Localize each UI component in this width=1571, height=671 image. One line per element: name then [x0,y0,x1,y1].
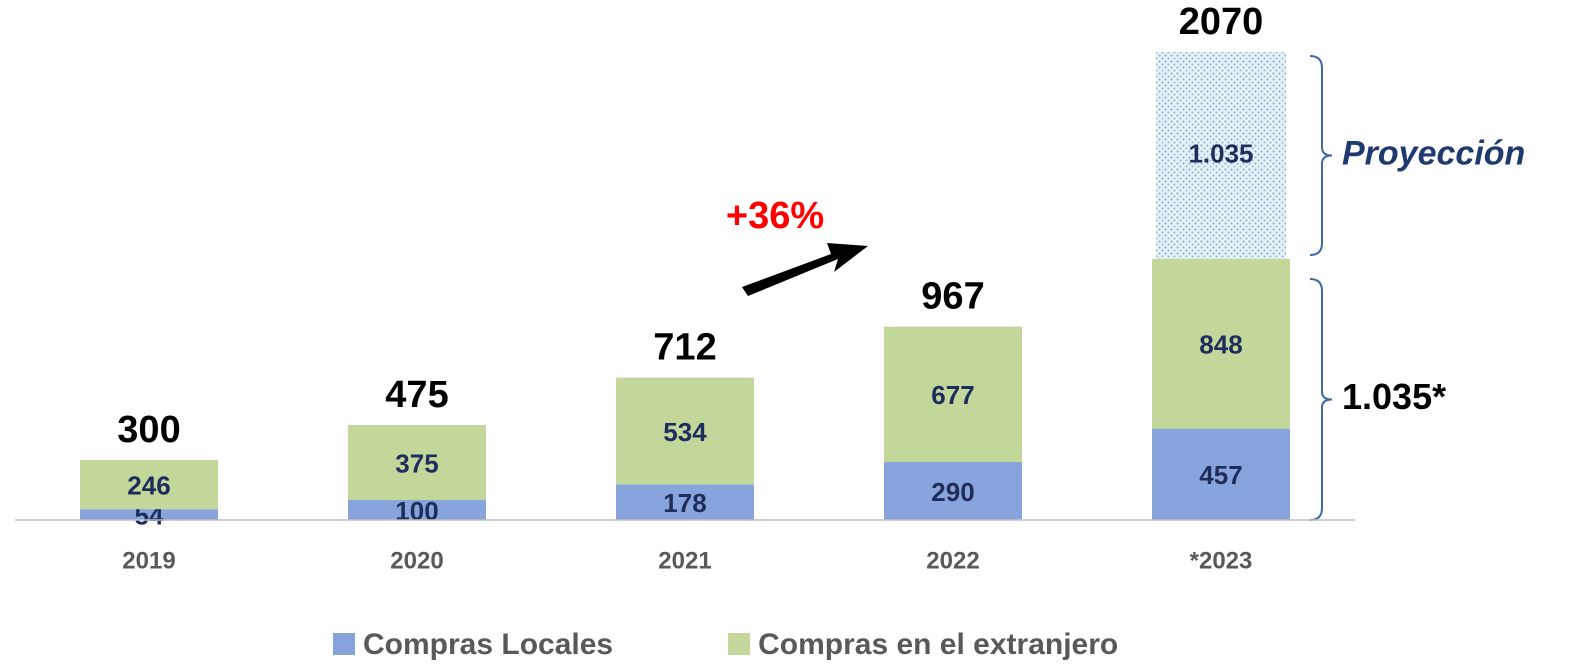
legend-label: Compras Locales [363,628,613,661]
growth-label: +36% [726,195,824,237]
value-label: 457 [1199,460,1242,490]
bar-segment [1152,259,1290,429]
legend-label: Compras en el extranjero [758,628,1118,661]
bar-segment [884,462,1022,520]
x-tick-label: 2019 [122,547,175,574]
bar-segment [80,460,218,510]
total-label: 712 [653,327,716,369]
value-label: 178 [663,488,706,518]
bar-segment [80,509,218,520]
x-tick-label: 2021 [658,547,711,574]
projection-segment [1156,52,1286,259]
x-tick-label: *2023 [1190,547,1253,574]
projection-label: Proyección [1342,134,1525,172]
value-label: 246 [127,470,170,500]
total-label: 300 [117,409,180,451]
total-label: 2070 [1179,1,1264,43]
bar-segment [616,377,754,485]
bar-segment [348,500,486,520]
projection-value-label: 1.035 [1188,138,1253,168]
legend-swatch [728,633,751,655]
value-label: 534 [663,417,707,447]
total-label: 967 [921,276,984,318]
bar-segment [348,425,486,500]
bar-segment [616,484,754,520]
value-label: 677 [931,380,974,410]
growth-arrow [742,243,868,296]
value-label: 848 [1199,330,1242,360]
value-label: 100 [395,496,438,526]
projection-brace [1309,55,1333,256]
x-tick-label: 2022 [926,547,979,574]
value-label: 375 [395,448,438,478]
x-tick-label: 2020 [390,547,443,574]
bracket-label: 1.035* [1342,376,1446,417]
total-label: 475 [385,374,448,416]
legend-swatch [333,633,355,655]
bracket-brace [1309,278,1333,521]
bar-segment [884,326,1022,462]
value-label: 290 [931,477,974,507]
bar-segment [1152,428,1290,520]
